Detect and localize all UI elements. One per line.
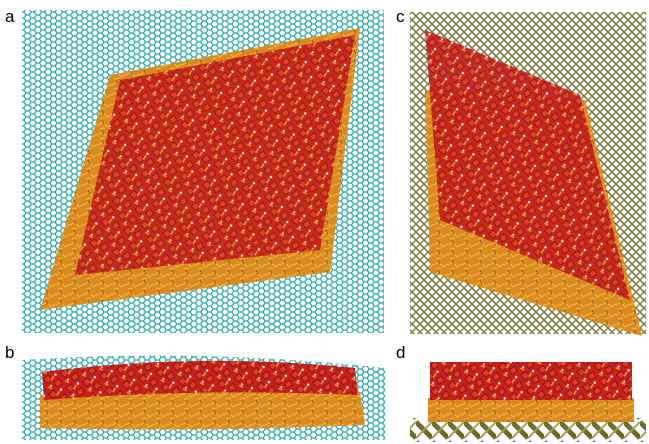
side-layer-upper <box>430 362 632 400</box>
panel-label: c <box>396 7 405 26</box>
panel-label: b <box>5 343 14 362</box>
page: {"panels": [{"label": "a"}, {"label": "b… <box>0 0 649 444</box>
panel-label: d <box>396 343 405 362</box>
panel-label: a <box>5 7 15 26</box>
figure: a b c d <box>0 0 649 444</box>
side-layer-lower <box>428 398 634 422</box>
